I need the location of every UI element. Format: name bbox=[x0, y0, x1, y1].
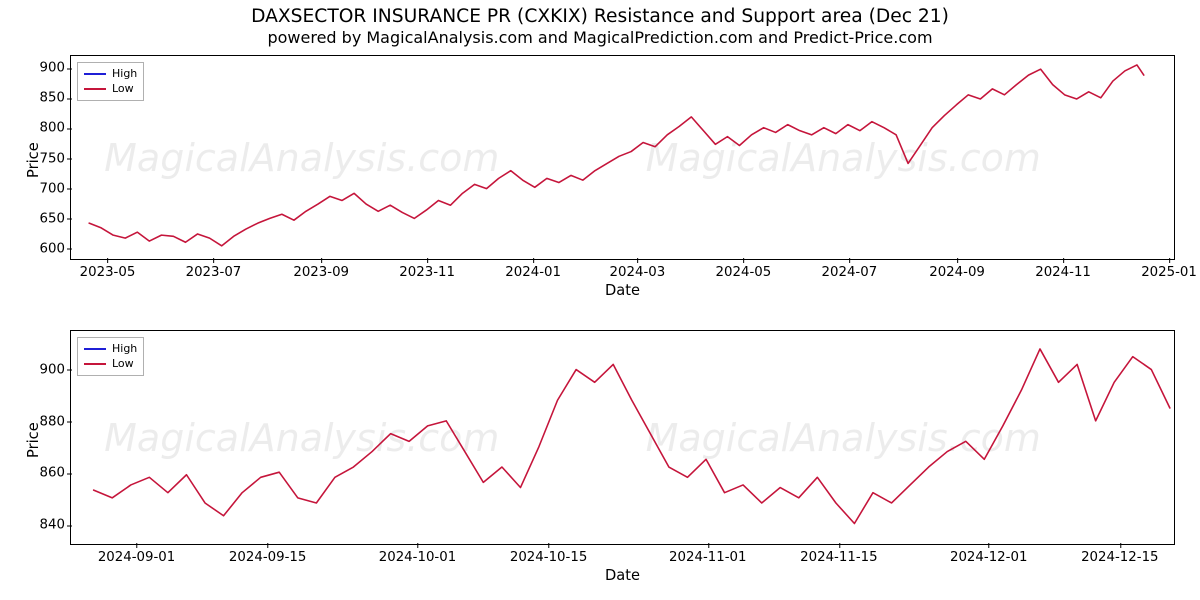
y-tick: 840 bbox=[40, 518, 71, 533]
x-tick: 2023-11 bbox=[399, 259, 455, 280]
x-tick: 2024-03 bbox=[610, 259, 666, 280]
chart-panel-top: MagicalAnalysis.com MagicalAnalysis.com … bbox=[70, 55, 1175, 260]
y-tick: 600 bbox=[40, 241, 71, 256]
x-tick: 2025-01 bbox=[1141, 259, 1197, 280]
x-tick: 2024-09-01 bbox=[98, 544, 175, 565]
y-axis-label: Price bbox=[25, 422, 42, 458]
x-tick: 2024-10-15 bbox=[510, 544, 587, 565]
y-tick: 650 bbox=[40, 211, 71, 226]
x-tick: 2024-12-01 bbox=[950, 544, 1027, 565]
y-tick: 880 bbox=[40, 414, 71, 429]
figure: DAXSECTOR INSURANCE PR (CXKIX) Resistanc… bbox=[0, 0, 1200, 600]
line-series-low bbox=[94, 349, 1170, 524]
x-axis-label: Date bbox=[70, 282, 1175, 299]
y-tick: 900 bbox=[40, 61, 71, 76]
x-tick: 2024-07 bbox=[822, 259, 878, 280]
x-axis-label: Date bbox=[70, 567, 1175, 584]
y-tick: 700 bbox=[40, 181, 71, 196]
x-tick: 2023-09 bbox=[293, 259, 349, 280]
x-tick: 2024-11-15 bbox=[800, 544, 877, 565]
y-axis-label: Price bbox=[25, 142, 42, 178]
x-tick: 2024-05 bbox=[716, 259, 772, 280]
y-tick: 900 bbox=[40, 362, 71, 377]
x-tick: 2023-05 bbox=[80, 259, 136, 280]
y-tick: 860 bbox=[40, 466, 71, 481]
chart-panel-bottom: MagicalAnalysis.com MagicalAnalysis.com … bbox=[70, 330, 1175, 545]
x-tick: 2024-09-15 bbox=[229, 544, 306, 565]
x-tick: 2024-12-15 bbox=[1081, 544, 1158, 565]
y-tick: 850 bbox=[40, 91, 71, 106]
chart-title: DAXSECTOR INSURANCE PR (CXKIX) Resistanc… bbox=[0, 6, 1200, 27]
line-series-low bbox=[89, 65, 1144, 246]
series-svg bbox=[71, 56, 1174, 259]
x-tick: 2024-11 bbox=[1035, 259, 1091, 280]
x-tick: 2024-01 bbox=[505, 259, 561, 280]
y-tick: 800 bbox=[40, 121, 71, 136]
series-svg bbox=[71, 331, 1174, 544]
x-tick: 2024-11-01 bbox=[669, 544, 746, 565]
chart-subtitle: powered by MagicalAnalysis.com and Magic… bbox=[0, 28, 1200, 47]
x-tick: 2024-10-01 bbox=[379, 544, 456, 565]
x-tick: 2024-09 bbox=[929, 259, 985, 280]
y-tick: 750 bbox=[40, 151, 71, 166]
x-tick: 2023-07 bbox=[186, 259, 242, 280]
